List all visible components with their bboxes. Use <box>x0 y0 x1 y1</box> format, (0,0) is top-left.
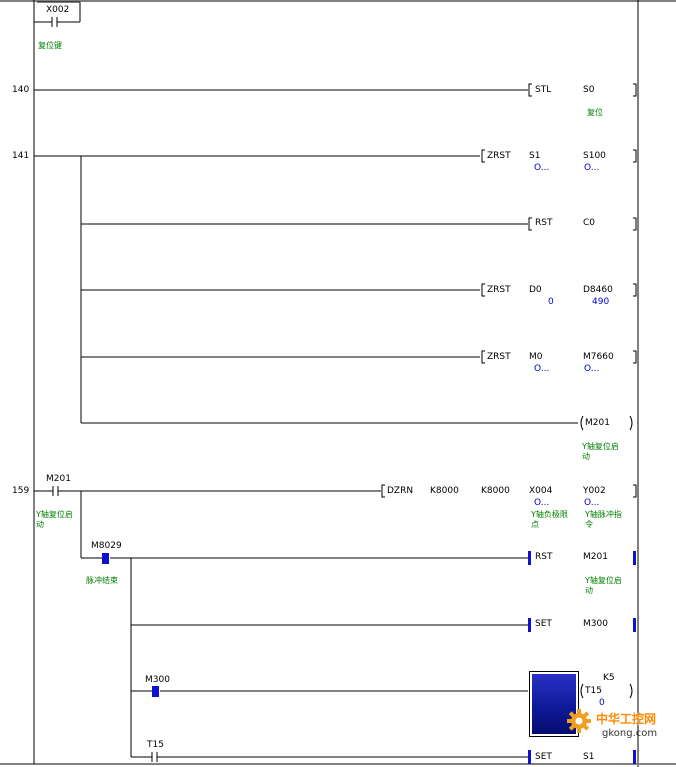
instruction-zrst-3[interactable]: ZRST <box>487 352 511 362</box>
operand-d0[interactable]: D0 <box>529 285 542 295</box>
contact-label-m300[interactable]: M300 <box>145 675 170 685</box>
operand-y002[interactable]: Y002 <box>583 486 606 496</box>
operand-value-s1: O... <box>534 163 550 173</box>
instruction-end-set-s1 <box>633 750 636 764</box>
operand-d8460[interactable]: D8460 <box>583 285 613 295</box>
operand-value-y002: O... <box>584 498 600 508</box>
contact-on-marker-m300[interactable] <box>152 686 159 697</box>
operand-value-d0: 0 <box>548 297 554 307</box>
operand-m300[interactable]: M300 <box>583 619 608 629</box>
contact-label-m201[interactable]: M201 <box>46 474 71 484</box>
coil-label-t15[interactable]: T15 <box>585 686 602 696</box>
operand-s0[interactable]: S0 <box>583 85 595 95</box>
operand-x004[interactable]: X004 <box>529 486 553 496</box>
operand-m0[interactable]: M0 <box>529 352 543 362</box>
operand-m201-rst[interactable]: M201 <box>583 552 608 562</box>
operand-value-m0: O... <box>534 364 550 374</box>
contact-label-t15[interactable]: T15 <box>147 740 164 750</box>
instruction-set-m300[interactable]: SET <box>535 619 552 629</box>
contact-comment-m201: Y轴复位启动 <box>36 510 73 529</box>
operand-s100[interactable]: S100 <box>583 151 606 161</box>
contact-on-marker-m8029[interactable] <box>102 553 109 564</box>
contact-label-m8029[interactable]: M8029 <box>91 541 122 551</box>
operand-k8000-1[interactable]: K8000 <box>430 486 459 496</box>
watermark-site-name: 中华工控网 <box>596 712 657 726</box>
ladder-cursor[interactable] <box>529 671 579 737</box>
operand-s1-set[interactable]: S1 <box>583 752 595 762</box>
instruction-set-s1[interactable]: SET <box>535 752 552 762</box>
operand-value-m7660: O... <box>584 364 600 374</box>
instruction-rst-c0[interactable]: RST <box>535 218 553 228</box>
operand-comment-x004: Y轴负极限点 <box>531 510 568 529</box>
instruction-bracket-set-m300 <box>528 618 531 632</box>
operand-k8000-2[interactable]: K8000 <box>481 486 510 496</box>
instruction-dzrn[interactable]: DZRN <box>387 486 414 496</box>
gkong-watermark: 中华工控网 gkong.com <box>566 708 674 746</box>
timer-value-t15: 0 <box>599 698 605 708</box>
contact-label-x002[interactable]: X002 <box>46 5 70 15</box>
operand-comment-m201-rst: Y轴复位启动 <box>585 576 622 595</box>
timer-preset-k5[interactable]: K5 <box>603 673 615 683</box>
contact-comment-x002: 复位键 <box>38 41 62 50</box>
step-number-141: 141 <box>12 151 30 161</box>
instruction-bracket-rst-m201 <box>528 551 531 565</box>
operand-m7660[interactable]: M7660 <box>583 352 614 362</box>
instruction-stl[interactable]: STL <box>535 85 552 95</box>
instruction-end-rst-m201 <box>633 551 636 565</box>
watermark-url: gkong.com <box>602 728 658 739</box>
coil-comment-m201: Y轴复位启动 <box>582 442 619 461</box>
operand-value-s100: O... <box>584 163 600 173</box>
instruction-zrst-2[interactable]: ZRST <box>487 285 511 295</box>
operand-comment-s0: 复位 <box>587 108 603 117</box>
operand-value-x004: O... <box>534 498 550 508</box>
operand-value-d8460: 490 <box>592 297 610 307</box>
contact-comment-m8029: 脉冲结束 <box>86 576 118 585</box>
operand-s1[interactable]: S1 <box>529 151 541 161</box>
step-number-159: 159 <box>12 486 30 496</box>
operand-comment-y002: Y轴脉冲指令 <box>585 510 622 529</box>
instruction-rst-m201[interactable]: RST <box>535 552 553 562</box>
instruction-bracket-set-s1 <box>528 750 531 764</box>
gear-icon <box>567 709 591 733</box>
instruction-zrst-1[interactable]: ZRST <box>487 151 511 161</box>
operand-c0[interactable]: C0 <box>583 218 596 228</box>
step-number-140: 140 <box>12 85 30 95</box>
instruction-end-set-m300 <box>633 618 636 632</box>
coil-label-m201[interactable]: M201 <box>585 418 610 428</box>
